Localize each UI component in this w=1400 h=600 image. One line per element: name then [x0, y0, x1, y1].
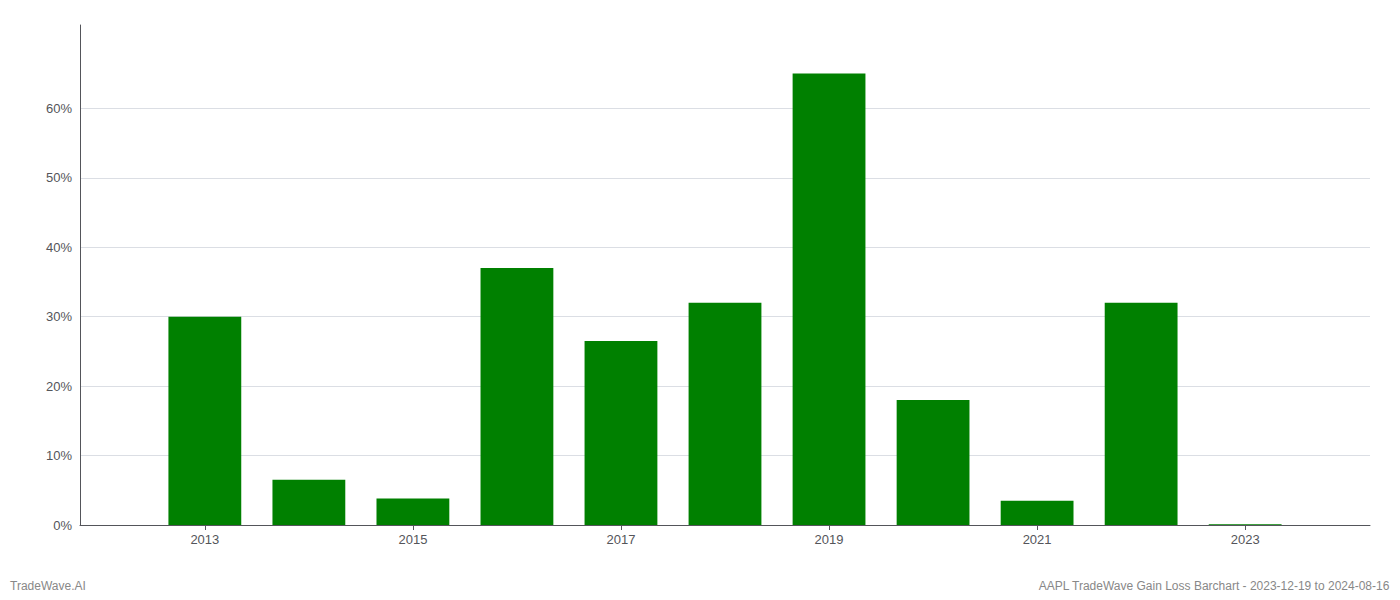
svg-text:AAPL TradeWave Gain Loss Barch: AAPL TradeWave Gain Loss Barchart - 2023…	[1039, 579, 1390, 593]
svg-text:TradeWave.AI: TradeWave.AI	[10, 579, 86, 593]
svg-text:40%: 40%	[46, 240, 72, 255]
svg-text:10%: 10%	[46, 448, 72, 463]
svg-text:2015: 2015	[398, 532, 427, 547]
svg-text:2013: 2013	[190, 532, 219, 547]
svg-text:2019: 2019	[815, 532, 844, 547]
svg-text:60%: 60%	[46, 101, 72, 116]
svg-text:20%: 20%	[46, 379, 72, 394]
svg-text:0%: 0%	[53, 518, 72, 533]
svg-text:50%: 50%	[46, 170, 72, 185]
svg-text:2017: 2017	[607, 532, 636, 547]
svg-text:2021: 2021	[1023, 532, 1052, 547]
svg-text:30%: 30%	[46, 309, 72, 324]
svg-text:2023: 2023	[1231, 532, 1260, 547]
